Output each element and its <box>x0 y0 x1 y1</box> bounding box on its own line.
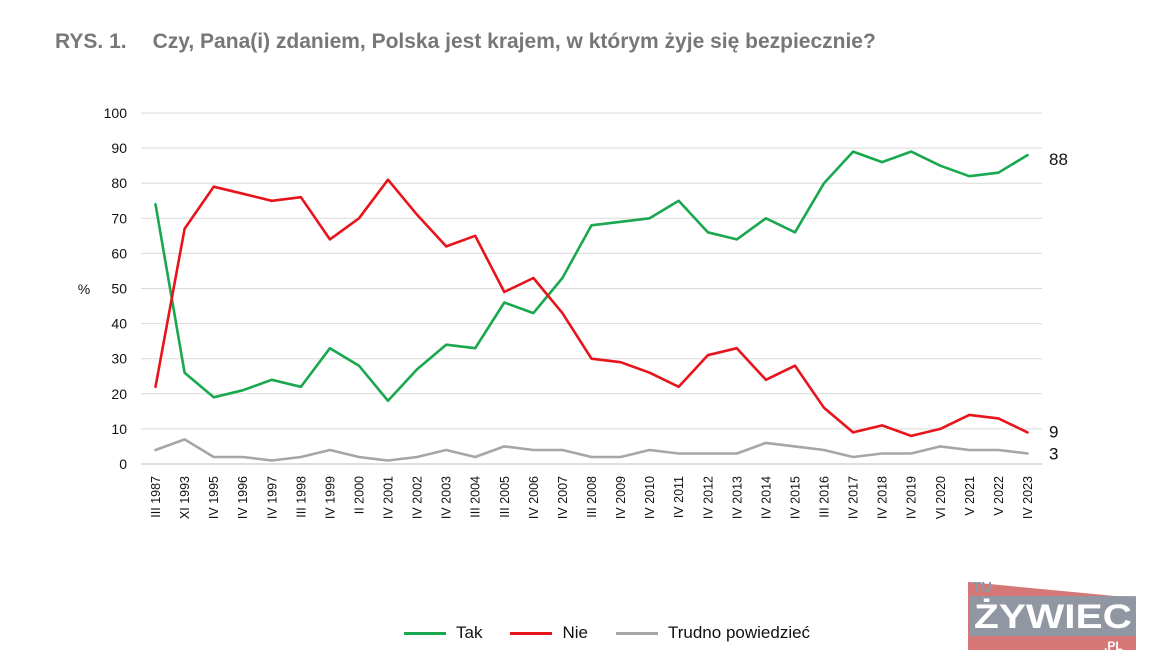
legend-swatch-nie <box>510 631 553 635</box>
end-labels: 88 9 3 <box>1049 150 1068 463</box>
legend-swatch-trudno <box>615 631 658 635</box>
x-tick-label: IV 2002 <box>411 476 425 519</box>
logo-top-text: TU <box>972 579 992 596</box>
end-label-1: 9 <box>1049 422 1058 441</box>
x-tick-label: II 2000 <box>352 476 366 514</box>
x-tick-label: V 2022 <box>992 476 1006 516</box>
series-line-1 <box>154 178 1029 438</box>
logo-slate-band <box>970 596 1136 636</box>
legend-label-nie: Nie <box>562 623 588 642</box>
y-tick-label: 80 <box>111 175 127 191</box>
x-tick-label: V 2021 <box>963 476 977 516</box>
x-tick-label: III 2005 <box>498 476 512 518</box>
legend: Tak Nie Trudno powiedzieć <box>404 623 838 643</box>
x-tick-label: IV 2011 <box>672 476 686 518</box>
y-axis-label: % <box>78 281 90 297</box>
x-tick-label: IV 2015 <box>788 476 802 519</box>
x-tick-label: IV 2010 <box>643 476 657 519</box>
x-tick-label: IV 2019 <box>905 476 919 519</box>
chart-header: RYS. 1. Czy, Pana(i) zdaniem, Polska jest… <box>55 30 876 54</box>
x-tick-label: IV 2018 <box>876 476 890 519</box>
y-tick-label: 20 <box>111 386 127 402</box>
legend-swatch-tak <box>404 631 446 635</box>
y-tick-label: 10 <box>111 421 127 437</box>
y-tick-label: 70 <box>111 210 127 226</box>
y-axis: 0 10 20 30 40 50 60 70 80 90 100 <box>104 105 128 472</box>
x-axis: III 1987 XI 1993 IV 1995 IV 1996 IV 1997 III … <box>149 476 1035 519</box>
x-tick-label: IV 1996 <box>236 476 250 519</box>
x-tick-label: IV 2001 <box>382 476 396 519</box>
x-tick-label: IV 2009 <box>614 476 628 519</box>
x-tick-label: III 2004 <box>469 476 483 518</box>
legend-item-tak: Tak <box>404 623 482 643</box>
x-tick-label: XI 1993 <box>178 476 192 519</box>
figure-label: RYS. 1. <box>55 30 127 53</box>
x-tick-label: IV 2014 <box>759 476 773 519</box>
y-tick-label: 90 <box>111 140 127 156</box>
x-tick-label: III 2008 <box>585 476 599 518</box>
series-line-2 <box>154 438 1029 462</box>
y-tick-label: 0 <box>119 456 127 472</box>
end-label-0: 88 <box>1049 150 1068 169</box>
series-lines <box>154 150 1029 462</box>
site-logo: TU ŻYWIEC .PL <box>968 579 1136 653</box>
x-tick-label: IV 2006 <box>527 476 541 519</box>
chart-title: Czy, Pana(i) zdaniem, Polska jest krajem… <box>152 30 876 53</box>
x-tick-label: IV 2013 <box>730 476 744 519</box>
y-tick-label: 100 <box>104 105 128 121</box>
end-label-2: 3 <box>1049 444 1058 463</box>
y-tick-label: 30 <box>111 351 127 367</box>
x-tick-label: III 1987 <box>149 476 163 518</box>
y-tick-label: 50 <box>111 281 127 297</box>
x-tick-label: IV 1997 <box>265 476 279 519</box>
legend-label-tak: Tak <box>456 623 483 642</box>
series-line-0 <box>154 150 1029 403</box>
legend-item-trudno: Trudno powiedzieć <box>615 623 811 643</box>
y-tick-label: 40 <box>111 316 127 332</box>
logo-main-text: ŻYWIEC <box>974 598 1132 636</box>
y-tick-label: 60 <box>111 245 127 261</box>
x-tick-label: IV 2017 <box>847 476 861 519</box>
legend-label-trudno: Trudno powiedzieć <box>667 623 811 642</box>
x-tick-label: IV 2023 <box>1021 476 1035 519</box>
x-tick-label: IV 2007 <box>556 476 570 519</box>
x-tick-label: IV 2003 <box>440 476 454 519</box>
x-tick-label: IV 1995 <box>207 476 221 519</box>
x-tick-label: VI 2020 <box>934 476 948 519</box>
legend-item-nie: Nie <box>510 623 588 643</box>
x-tick-label: IV 1999 <box>323 476 337 519</box>
logo-suffix: .PL <box>1104 639 1123 653</box>
x-tick-label: III 2016 <box>818 476 832 518</box>
grid <box>141 112 1042 465</box>
x-tick-label: IV 2012 <box>701 476 715 519</box>
x-tick-label: III 1998 <box>294 476 308 518</box>
